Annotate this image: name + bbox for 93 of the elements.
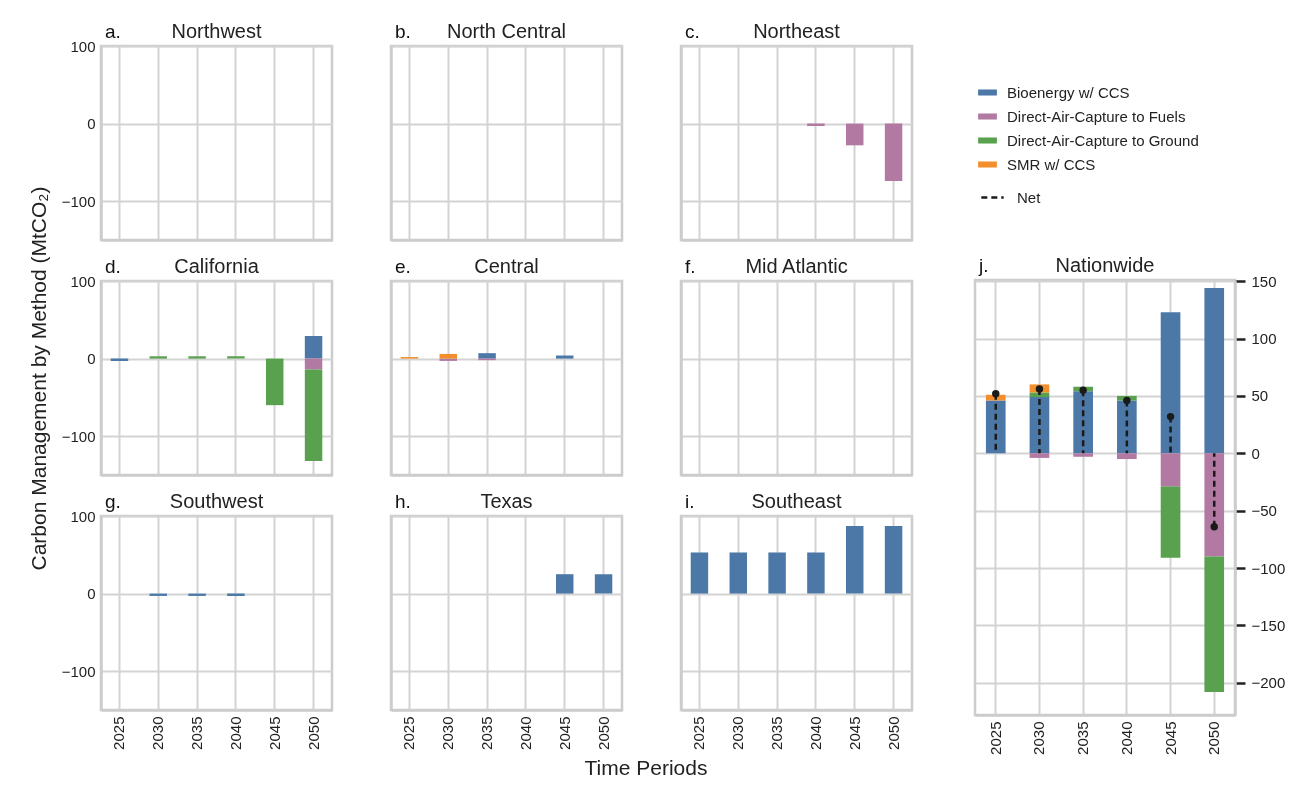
y-tick-label: 50 — [1251, 387, 1269, 405]
chart-title: Central — [474, 255, 539, 277]
x-tick-label: 2050 — [884, 716, 902, 750]
y-tick-label: 100 — [70, 37, 96, 55]
x-tick-label: 2025 — [690, 716, 708, 750]
legend-label: Net — [1017, 188, 1042, 206]
x-tick-label: 2045 — [845, 716, 863, 750]
bar — [1029, 453, 1050, 458]
x-tick-label: 2025 — [110, 716, 128, 750]
x-tick-label: 2050 — [304, 716, 322, 750]
legend-label: Direct-Air-Capture to Fuels — [1007, 107, 1186, 125]
bar — [1117, 453, 1137, 460]
chart-title: Texas — [480, 490, 533, 512]
y-tick-label: 0 — [1251, 444, 1260, 462]
y-tick-label: 150 — [1251, 272, 1277, 290]
text: b. — [395, 21, 411, 42]
y-tick-label: 100 — [70, 507, 96, 525]
point — [1079, 386, 1087, 394]
chart-title: Southwest — [169, 490, 264, 512]
point — [1123, 396, 1131, 405]
x-tick-label: 2045 — [1161, 721, 1179, 755]
bar — [1204, 556, 1225, 693]
text: h. — [395, 491, 411, 512]
bar — [1029, 392, 1050, 398]
chart-title: California — [174, 255, 260, 277]
text: i. — [685, 491, 695, 512]
y-tick-label: −100 — [61, 662, 96, 680]
text: c. — [685, 21, 700, 42]
x-tick-label: 2050 — [1205, 721, 1223, 755]
x-tick-label: 2045 — [555, 716, 573, 750]
x-axis-title: Time Periods — [584, 755, 708, 779]
x-tick-label: 2040 — [226, 716, 244, 750]
bar — [304, 369, 323, 462]
bar — [149, 356, 167, 359]
bar — [1117, 400, 1137, 454]
legend-label: Bioenergy w/ CCS — [1007, 83, 1130, 101]
y-tick-label: −100 — [1251, 559, 1286, 577]
bar — [304, 336, 323, 359]
y-tick-label: −50 — [1251, 502, 1277, 520]
bar — [1204, 453, 1225, 557]
bar — [1073, 391, 1093, 454]
bar — [985, 400, 1006, 454]
y-tick-label: −100 — [61, 427, 96, 445]
bar — [188, 356, 206, 359]
x-tick-label: 2030 — [1030, 721, 1048, 755]
bar — [1160, 312, 1181, 454]
point — [1166, 412, 1175, 421]
x-tick-label: 2035 — [478, 716, 496, 750]
bar — [227, 356, 245, 359]
chart-title: Mid Atlantic — [745, 255, 848, 277]
chart-title: North Central — [447, 20, 566, 42]
bar — [1204, 288, 1225, 454]
chart-title: Northeast — [753, 20, 841, 42]
bar — [1160, 453, 1181, 487]
text: e. — [395, 256, 411, 277]
x-tick-label: 2050 — [594, 716, 612, 750]
y-tick-label: −150 — [1251, 616, 1286, 634]
bar — [1073, 453, 1093, 457]
point — [1035, 385, 1044, 393]
y-tick-label: −100 — [61, 192, 96, 210]
text: j. — [978, 255, 989, 276]
text: f. — [685, 256, 696, 277]
chart-title: Southeast — [751, 490, 842, 512]
text: a. — [105, 21, 121, 42]
x-tick-label: 2040 — [1117, 721, 1135, 755]
chart-title: Northwest — [171, 20, 262, 42]
text: g. — [105, 491, 121, 512]
bar — [1160, 486, 1181, 558]
bar — [266, 358, 284, 406]
legend-label: SMR w/ CCS — [1007, 155, 1096, 173]
x-tick-label: 2035 — [768, 716, 786, 750]
y-tick-label: 0 — [87, 350, 96, 368]
x-tick-label: 2030 — [439, 716, 457, 750]
y-tick-label: 100 — [1251, 330, 1277, 348]
x-tick-label: 2030 — [729, 716, 747, 750]
y-axis-title: Carbon Management by Method (MtCO₂) — [26, 186, 50, 571]
legend-label: Direct-Air-Capture to Ground — [1007, 131, 1199, 149]
x-tick-label: 2025 — [986, 721, 1004, 755]
y-tick-label: 0 — [87, 585, 96, 603]
x-tick-label: 2040 — [806, 716, 824, 750]
x-tick-label: 2025 — [400, 716, 418, 750]
text: d. — [105, 256, 121, 277]
x-tick-label: 2035 — [188, 716, 206, 750]
point — [992, 389, 1000, 398]
y-tick-label: 100 — [70, 272, 96, 290]
x-tick-label: 2045 — [265, 716, 283, 750]
y-tick-label: −200 — [1251, 674, 1286, 692]
x-tick-label: 2040 — [516, 716, 534, 750]
x-tick-label: 2030 — [149, 716, 167, 750]
chart-title: Nationwide — [1055, 254, 1155, 276]
x-tick-label: 2035 — [1074, 721, 1092, 755]
y-tick-label: 0 — [87, 115, 96, 133]
point — [1210, 523, 1218, 531]
